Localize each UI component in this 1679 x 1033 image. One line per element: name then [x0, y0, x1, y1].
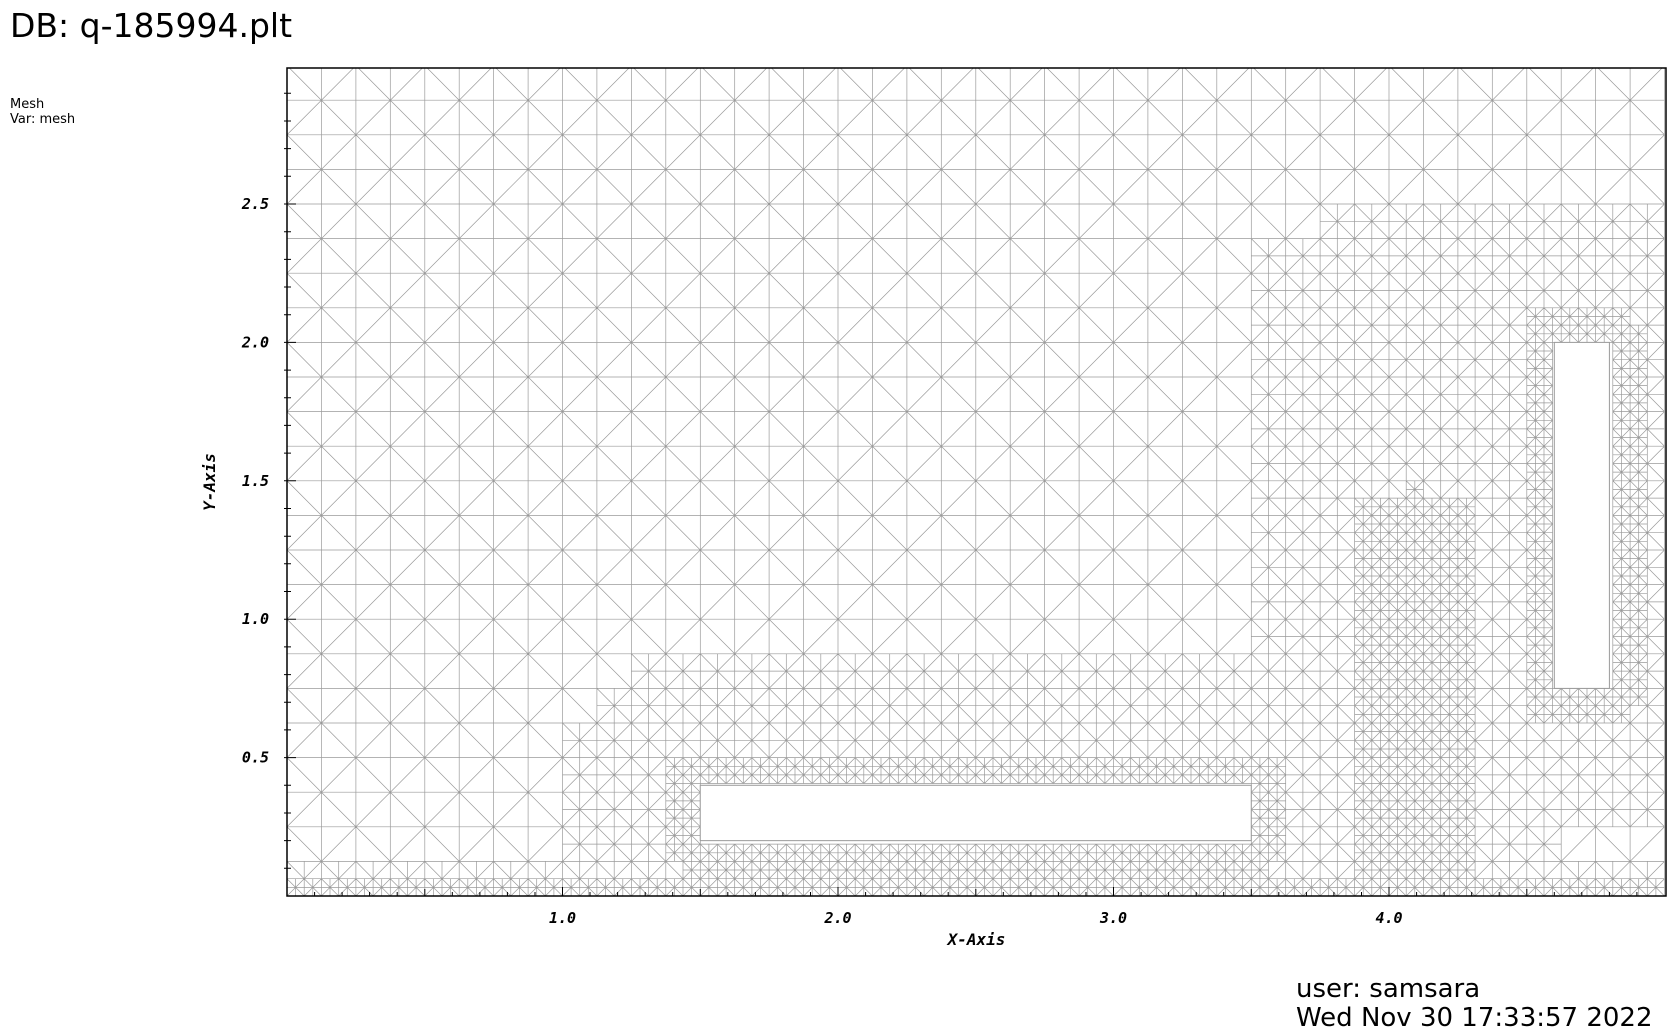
legend-plot-type: Mesh — [10, 97, 45, 112]
mesh-hole-1 — [699, 784, 1252, 842]
footer-info: user: samsara Wed Nov 30 17:33:57 2022 — [1296, 975, 1653, 1033]
axis-ticks — [284, 92, 1638, 896]
plot-legend: Mesh Var: mesh — [10, 97, 75, 127]
mesh-edges — [287, 68, 1665, 896]
y-axis-title: Y-Axis — [200, 453, 219, 511]
plot-frame — [286, 67, 1667, 897]
hole-layer — [699, 341, 1610, 842]
database-title: DB: q-185994.plt — [10, 6, 293, 45]
axes — [284, 67, 1667, 897]
x-tick-label: 2.0 — [823, 909, 851, 927]
mesh-hole-2 — [1553, 341, 1610, 689]
y-tick-label: 2.5 — [241, 195, 269, 213]
y-tick-label: 1.0 — [242, 610, 269, 628]
mesh-layer — [287, 68, 1665, 896]
y-tick-label: 1.5 — [242, 472, 269, 490]
y-tick-label: 0.5 — [242, 749, 269, 767]
x-tick-label: 4.0 — [1375, 909, 1402, 927]
y-tick-label: 2.0 — [241, 333, 269, 351]
footer-date: Wed Nov 30 17:33:57 2022 — [1296, 1003, 1653, 1033]
x-tick-label: 3.0 — [1099, 909, 1127, 927]
tick-labels: 1.0 2.0 3.0 4.0 0.5 1.0 1.5 2.0 2.5 — [241, 195, 1403, 927]
footer-user: user: samsara — [1296, 974, 1481, 1004]
legend-variable: Var: mesh — [10, 112, 76, 127]
x-axis-title: X-Axis — [946, 930, 1006, 949]
x-tick-label: 1.0 — [549, 909, 576, 927]
